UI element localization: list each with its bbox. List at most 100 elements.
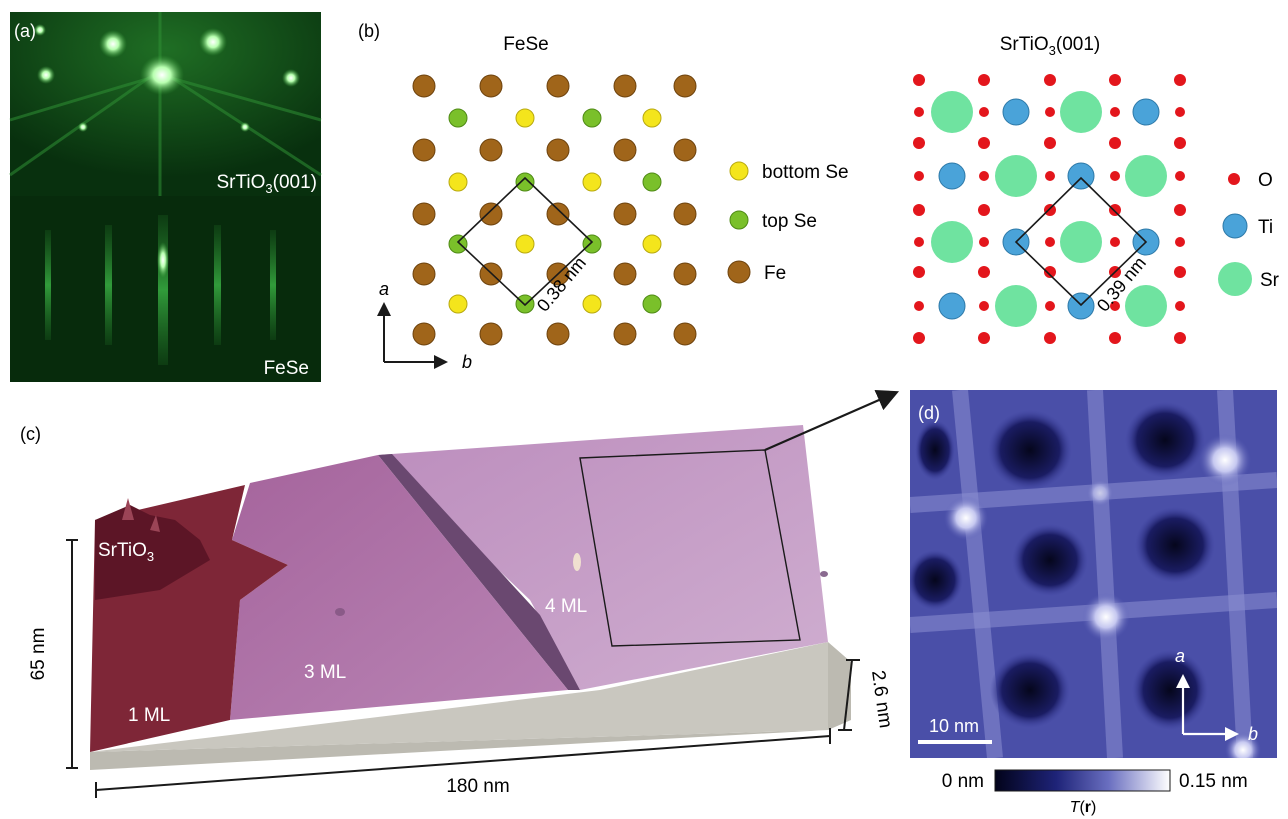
o-atom: [1045, 171, 1055, 181]
o-atom: [913, 204, 925, 216]
sto-unit-cell: [1014, 176, 1148, 307]
o-atom: [1175, 107, 1185, 117]
legend-swatch-sr: [1218, 262, 1252, 296]
sr-atom: [1060, 91, 1102, 133]
sr-atom: [995, 155, 1037, 197]
panel-d: (d) a b 10 nm 0 nm 0.15 nm T(r): [910, 390, 1277, 816]
scale-bar: [918, 740, 992, 744]
o-atom: [978, 204, 990, 216]
o-atom: [978, 332, 990, 344]
o-atom: [1044, 266, 1056, 278]
panel-b-label: (b): [358, 21, 380, 41]
bottom-se-atom: [642, 234, 662, 254]
o-atom: [1109, 332, 1121, 344]
sr-atom: [931, 221, 973, 263]
o-atom: [978, 74, 990, 86]
fe-atom: [546, 138, 570, 162]
legend-swatch-ti: [1222, 213, 1248, 239]
height-scale-label: 65 nm: [28, 628, 49, 681]
fese-unit-cell: [456, 176, 594, 307]
fe-atom: [613, 74, 637, 98]
fe-atom: [673, 138, 697, 162]
colorbar-label: T(r): [1070, 799, 1097, 816]
top-se-atom: [448, 234, 468, 254]
colorbar-min: 0 nm: [942, 771, 984, 792]
width-scale-label: 180 nm: [446, 776, 509, 797]
o-atom: [1110, 171, 1120, 181]
legend-bottom-se: bottom Se: [762, 162, 849, 183]
fe-atom: [479, 74, 503, 98]
ti-atom: [938, 292, 966, 320]
o-atom: [979, 107, 989, 117]
terrace-3ml: [230, 455, 568, 720]
axis-b-label: b: [462, 352, 472, 372]
sr-atom: [1125, 155, 1167, 197]
legend-o: O: [1258, 170, 1273, 191]
step-edge-4ml: [378, 454, 580, 690]
top-se-atom: [582, 234, 602, 254]
sample-front-face: [90, 642, 828, 752]
o-atom: [979, 301, 989, 311]
fese-lattice: [412, 74, 697, 346]
fe-atom: [546, 322, 570, 346]
o-atom: [913, 137, 925, 149]
stm-pit: [910, 550, 963, 610]
ti-atom: [1132, 98, 1160, 126]
depth-scale-label: 2.6 nm: [867, 669, 896, 729]
fese-legend: bottom Se top Se Fe: [727, 161, 849, 284]
legend-swatch-fe: [727, 260, 751, 284]
bottom-se-atom: [642, 108, 662, 128]
rheed-bottom-caption: FeSe: [264, 358, 309, 379]
fe-atom: [546, 202, 570, 226]
bottom-se-atom: [448, 294, 468, 314]
fe-atom: [673, 202, 697, 226]
stm-pit: [1125, 402, 1205, 478]
stm-pit: [990, 652, 1070, 728]
fe-atom: [613, 202, 637, 226]
stm-topograph: [910, 390, 1277, 758]
ti-atom: [1002, 98, 1030, 126]
legend-swatch-top-se: [729, 210, 749, 230]
fe-atom: [479, 138, 503, 162]
top-se-atom: [642, 172, 662, 192]
o-atom: [1174, 332, 1186, 344]
top-se-atom: [582, 108, 602, 128]
fe-atom: [412, 74, 436, 98]
width-scale-bar: [95, 728, 831, 798]
legend-swatch-o: [1228, 173, 1240, 185]
stm-axis-a: a: [1175, 646, 1185, 666]
o-atom: [1175, 171, 1185, 181]
panel-b: (b) FeSe SrTiO3(001) 0.38 nm 0.39 nm a b…: [358, 21, 1280, 372]
o-atom: [1174, 74, 1186, 86]
sr-atom: [1060, 221, 1102, 263]
rheed-spots: [34, 24, 300, 132]
legend-sr: Sr: [1260, 270, 1280, 291]
layer-label-3ml: 3 ML: [304, 662, 346, 683]
fe-atom: [673, 74, 697, 98]
stm-axis-b: b: [1248, 724, 1258, 744]
o-atom: [914, 237, 924, 247]
fe-atom: [412, 202, 436, 226]
sr-atom: [931, 91, 973, 133]
bottom-se-atom: [515, 108, 535, 128]
o-atom: [1045, 107, 1055, 117]
o-atom: [1175, 301, 1185, 311]
o-atom: [1044, 74, 1056, 86]
defect: [820, 571, 828, 577]
stm-pit: [988, 410, 1072, 490]
fese-title: FeSe: [503, 34, 548, 55]
zoom-arrow: [764, 389, 900, 452]
sr-atom: [1125, 285, 1167, 327]
o-atom: [1174, 137, 1186, 149]
top-se-atom: [515, 172, 535, 192]
ti-atom: [938, 162, 966, 190]
stm-axes: a b: [1175, 646, 1258, 744]
height-scale-bar: [66, 539, 78, 769]
panel-a: (a) SrTiO3(001) FeSe: [9, 12, 322, 382]
o-atom: [1044, 204, 1056, 216]
fe-atom: [546, 74, 570, 98]
fe-atom: [673, 262, 697, 286]
o-atom: [914, 301, 924, 311]
o-atom: [979, 171, 989, 181]
